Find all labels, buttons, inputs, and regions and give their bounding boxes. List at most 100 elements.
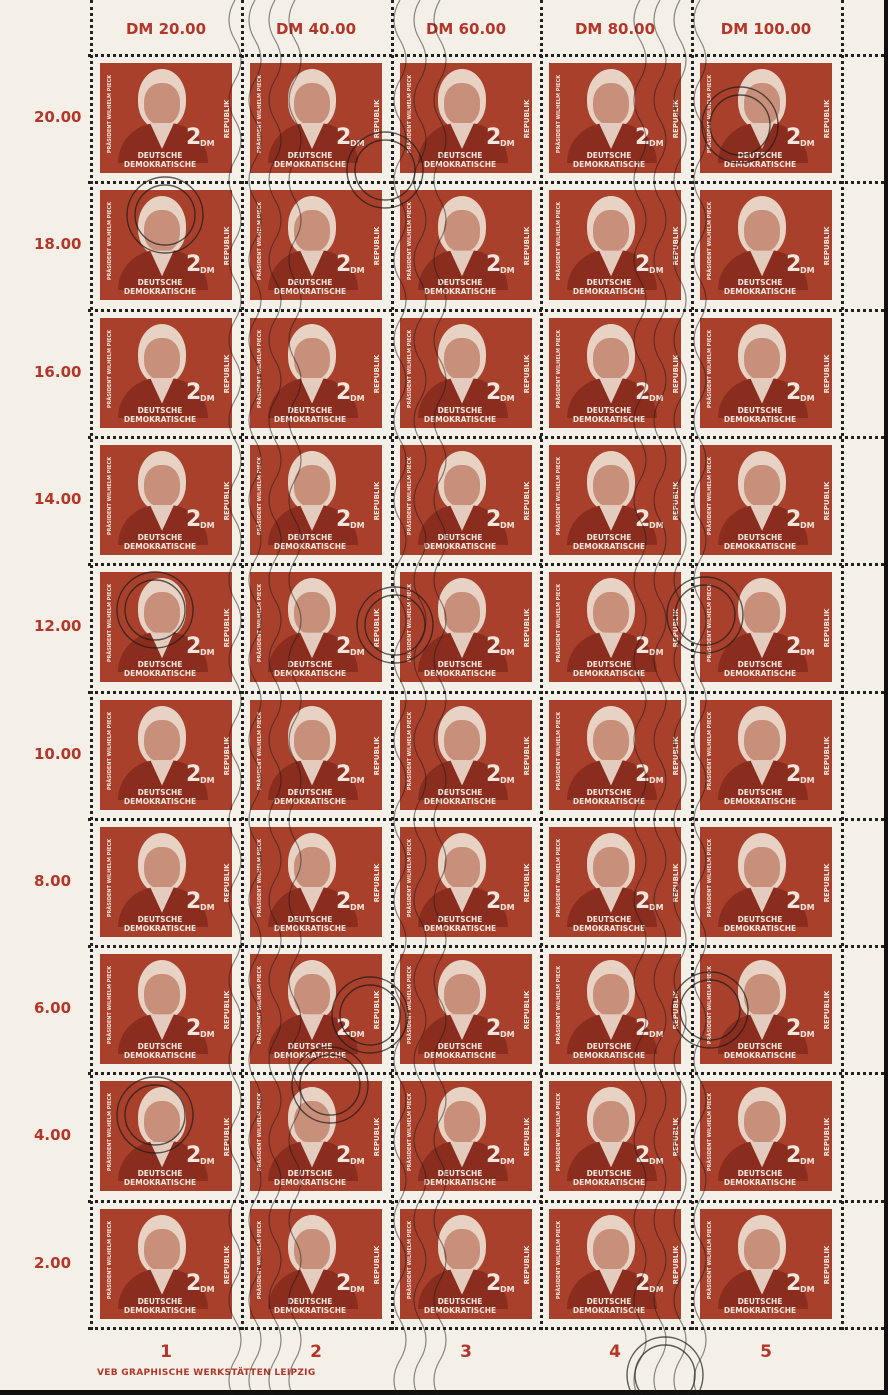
stamp-side-text: REPUBLIK (672, 481, 680, 521)
stamp: PRÄSIDENT WILHELM PIECK 2 DM REPUBLIK DEUTSC… (400, 1081, 532, 1192)
stamp-currency: DM (500, 139, 515, 148)
stamp-top-text: PRÄSIDENT WILHELM PIECK (257, 456, 263, 536)
stamp-currency: DM (649, 266, 664, 276)
stamp-side-text: REPUBLIK (672, 99, 680, 139)
portrait-face (144, 719, 180, 762)
stamp-bottom-text: DEUTSCHE DEMOKRATISCHE (273, 1169, 347, 1188)
stamp-currency: DM (800, 648, 815, 658)
stamp-top-text: PRÄSIDENT WILHELM PIECK (107, 711, 113, 790)
perforation-horizontal (88, 1199, 884, 1203)
stamp: PRÄSIDENT WILHELM PIECK 2 DM REPUBLIK DEUTSC… (400, 190, 532, 301)
stamp-value: 2 (336, 761, 352, 787)
stamp-value: 2 (786, 634, 802, 660)
stamp-top-text: PRÄSIDENT WILHELM PIECK (107, 456, 113, 536)
portrait-face (744, 1228, 780, 1271)
stamp-bottom-text: DEUTSCHE DEMOKRATISCHE (123, 660, 197, 679)
stamp: PRÄSIDENT WILHELM PIECK 2 DM REPUBLIK DEUTSC… (700, 63, 832, 173)
perforation-horizontal (88, 1327, 884, 1330)
stamp-value: 2 (336, 888, 352, 914)
stamp-top-text: PRÄSIDENT WILHELM PIECK (257, 74, 263, 154)
stamp: PRÄSIDENT WILHELM PIECK 2 DM REPUBLIK DEUTSC… (549, 572, 681, 683)
column-number: 2 (310, 1342, 322, 1362)
stamp-top-text: PRÄSIDENT WILHELM PIECK (707, 329, 713, 408)
stamp: PRÄSIDENT WILHELM PIECK 2 DM REPUBLIK DEUTSC… (250, 826, 382, 937)
stamp-value: 2 (786, 1270, 802, 1296)
stamp-currency: DM (800, 775, 815, 785)
stamp-value: 2 (186, 125, 202, 150)
stamp-value: 2 (786, 761, 802, 787)
stamp-bottom-text: DEUTSCHE DEMOKRATISCHE (572, 151, 646, 169)
stamp-currency: DM (200, 393, 215, 403)
stamp-top-text: PRÄSIDENT WILHELM PIECK (407, 202, 413, 281)
stamp-value: 2 (186, 379, 202, 405)
stamp-side-text: REPUBLIK (373, 990, 381, 1030)
stamp-bottom-text: DEUTSCHE DEMOKRATISCHE (723, 151, 797, 169)
stamp-currency: DM (350, 393, 365, 403)
stamp-bottom-text: DEUTSCHE DEMOKRATISCHE (423, 1169, 497, 1188)
stamp-currency: DM (500, 1157, 515, 1167)
portrait-face (593, 83, 629, 125)
stamp: PRÄSIDENT WILHELM PIECK 2 DM REPUBLIK DEUTSC… (700, 699, 832, 810)
stamp: PRÄSIDENT WILHELM PIECK 2 DM REPUBLIK DEUTSC… (100, 1208, 232, 1319)
stamp-currency: DM (800, 1284, 815, 1294)
portrait-face (144, 846, 180, 889)
stamp: PRÄSIDENT WILHELM PIECK 2 DM REPUBLIK DEUTSC… (549, 444, 681, 555)
stamp-value: 2 (186, 252, 202, 278)
portrait-face (294, 974, 330, 1017)
stamp-bottom-text: DEUTSCHE DEMOKRATISCHE (572, 1169, 646, 1188)
portrait-face (744, 1101, 780, 1144)
stamp-side-text: REPUBLIK (672, 226, 680, 266)
portrait-face (444, 1228, 480, 1271)
stamp: PRÄSIDENT WILHELM PIECK 2 DM REPUBLIK DEUTSC… (250, 317, 382, 428)
stamp-bottom-text: DEUTSCHE DEMOKRATISCHE (123, 914, 197, 933)
stamp-top-text: PRÄSIDENT WILHELM PIECK (556, 456, 562, 536)
stamp: PRÄSIDENT WILHELM PIECK 2 DM REPUBLIK DEUTSC… (549, 826, 681, 937)
stamp-bottom-text: DEUTSCHE DEMOKRATISCHE (123, 1296, 197, 1315)
row-value-label: 18.00 (34, 235, 82, 254)
portrait-face (593, 210, 629, 253)
stamp-bottom-text: DEUTSCHE DEMOKRATISCHE (723, 914, 797, 933)
stamp: PRÄSIDENT WILHELM PIECK 2 DM REPUBLIK DEUTSC… (400, 63, 532, 173)
stamp-bottom-text: DEUTSCHE DEMOKRATISCHE (423, 914, 497, 933)
stamp-bottom-text: DEUTSCHE DEMOKRATISCHE (572, 405, 646, 424)
stamp-top-text: PRÄSIDENT WILHELM PIECK (257, 1220, 263, 1299)
portrait-face (444, 83, 480, 125)
portrait-face (294, 719, 330, 762)
portrait-face (593, 974, 629, 1017)
stamp: PRÄSIDENT WILHELM PIECK 2 DM REPUBLIK DEUTSC… (250, 63, 382, 173)
row-value-label: 10.00 (34, 744, 82, 763)
perforation-vertical (841, 0, 844, 1330)
stamp-bottom-text: DEUTSCHE DEMOKRATISCHE (423, 1296, 497, 1315)
portrait-face (144, 592, 180, 635)
stamp-value: 2 (486, 1270, 502, 1296)
column-value-header: DM 60.00 (425, 20, 507, 38)
perforation-horizontal (88, 945, 884, 949)
portrait-face (744, 846, 780, 889)
stamp: PRÄSIDENT WILHELM PIECK 2 DM REPUBLIK DEUTSC… (400, 317, 532, 428)
stamp-top-text: PRÄSIDENT WILHELM PIECK (707, 202, 713, 281)
portrait-face (593, 337, 629, 380)
portrait-face (144, 1101, 180, 1144)
stamp-bottom-text: DEUTSCHE DEMOKRATISCHE (423, 151, 497, 169)
stamp-value: 2 (486, 1143, 502, 1169)
stamp-currency: DM (200, 520, 215, 530)
stamp-bottom-text: DEUTSCHE DEMOKRATISCHE (123, 151, 197, 169)
stamp-currency: DM (649, 139, 664, 148)
stamp-side-text: REPUBLIK (373, 481, 381, 521)
stamp-bottom-text: DEUTSCHE DEMOKRATISCHE (572, 787, 646, 806)
stamp-bottom-text: DEUTSCHE DEMOKRATISCHE (273, 278, 347, 297)
portrait-face (444, 719, 480, 762)
perforation-vertical (241, 0, 244, 1330)
stamp: PRÄSIDENT WILHELM PIECK 2 DM REPUBLIK DEUTSC… (100, 699, 232, 810)
stamp-currency: DM (200, 1157, 215, 1167)
portrait-face (444, 592, 480, 635)
stamp-side-text: REPUBLIK (223, 736, 231, 775)
stamp-side-text: REPUBLIK (373, 1245, 381, 1285)
stamp-currency: DM (500, 393, 515, 403)
stamp-bottom-text: DEUTSCHE DEMOKRATISCHE (423, 278, 497, 297)
stamp-side-text: REPUBLIK (373, 863, 381, 903)
stamp-bottom-text: DEUTSCHE DEMOKRATISCHE (423, 532, 497, 551)
stamp: PRÄSIDENT WILHELM PIECK 2 DM REPUBLIK DEUTSC… (549, 317, 681, 428)
stamp-side-text: REPUBLIK (823, 1245, 831, 1285)
portrait-face (294, 210, 330, 253)
